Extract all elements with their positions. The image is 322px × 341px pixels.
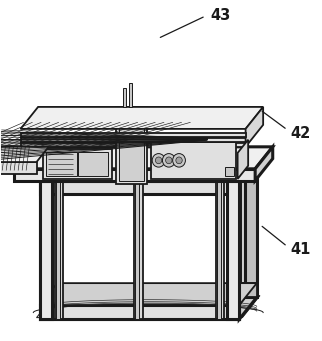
Bar xyxy=(124,88,126,107)
Polygon shape xyxy=(238,140,248,179)
Bar xyxy=(78,152,108,176)
Circle shape xyxy=(166,157,172,164)
Polygon shape xyxy=(233,159,242,297)
Circle shape xyxy=(173,153,185,167)
Bar xyxy=(217,181,221,319)
Bar xyxy=(56,181,60,319)
Bar xyxy=(21,133,246,137)
Circle shape xyxy=(176,157,182,164)
Bar xyxy=(40,305,239,319)
Bar xyxy=(55,181,63,319)
Bar xyxy=(40,181,239,319)
Bar xyxy=(21,138,246,142)
Circle shape xyxy=(162,153,175,167)
Polygon shape xyxy=(246,107,263,147)
Bar xyxy=(116,107,147,184)
Polygon shape xyxy=(151,159,161,297)
Bar xyxy=(134,181,143,319)
Bar xyxy=(216,181,224,319)
Polygon shape xyxy=(0,147,49,162)
Polygon shape xyxy=(239,159,257,319)
Bar xyxy=(225,167,234,176)
Bar xyxy=(14,169,255,181)
Polygon shape xyxy=(40,159,257,181)
Polygon shape xyxy=(21,107,263,129)
Polygon shape xyxy=(40,283,257,305)
Bar xyxy=(40,181,239,319)
Bar xyxy=(227,181,239,319)
Bar xyxy=(119,110,144,181)
Polygon shape xyxy=(255,147,273,181)
Polygon shape xyxy=(72,159,80,297)
Polygon shape xyxy=(14,147,273,169)
Circle shape xyxy=(156,157,162,164)
Bar xyxy=(151,142,236,179)
Polygon shape xyxy=(57,283,257,297)
Bar xyxy=(136,181,139,319)
Circle shape xyxy=(152,153,165,167)
Polygon shape xyxy=(57,159,69,297)
Bar xyxy=(21,143,246,147)
Text: 41: 41 xyxy=(290,242,311,257)
Bar xyxy=(40,181,52,319)
Bar xyxy=(0,162,36,174)
Bar xyxy=(46,152,77,176)
Polygon shape xyxy=(245,159,257,297)
Bar xyxy=(40,181,239,194)
Bar xyxy=(43,149,112,179)
Text: 43: 43 xyxy=(211,9,231,24)
Text: 42: 42 xyxy=(290,126,310,141)
Polygon shape xyxy=(40,283,257,305)
Bar xyxy=(129,83,132,107)
Polygon shape xyxy=(36,296,260,317)
